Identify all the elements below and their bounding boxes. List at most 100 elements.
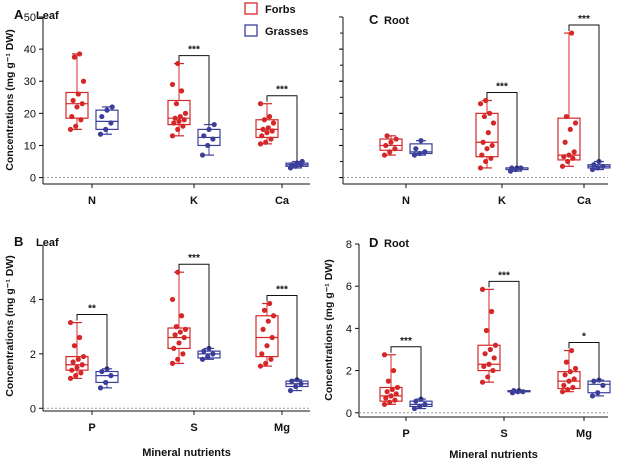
data-point xyxy=(260,126,266,133)
forbs-box-k xyxy=(475,97,499,171)
data-point xyxy=(562,372,568,378)
data-point xyxy=(483,327,489,334)
legend-swatch xyxy=(244,24,258,37)
data-point xyxy=(177,329,183,335)
data-point xyxy=(268,136,274,142)
grasses-box-n xyxy=(95,104,119,137)
data-point xyxy=(169,133,176,139)
data-point xyxy=(490,120,497,126)
significance-bracket-mg: *** xyxy=(266,285,298,380)
significance-label: *** xyxy=(498,270,510,281)
data-point xyxy=(411,405,418,412)
data-point xyxy=(79,101,85,107)
data-point xyxy=(257,141,264,147)
panel-c: C Root N K *** Ca *** xyxy=(339,12,611,207)
significance-bracket-p: *** xyxy=(390,336,422,400)
data-point xyxy=(479,286,486,292)
data-point xyxy=(413,398,419,404)
panel-title: Leaf xyxy=(36,10,59,22)
data-point xyxy=(388,393,394,399)
significance-label: * xyxy=(582,332,586,343)
data-point xyxy=(565,158,571,165)
data-point xyxy=(263,139,269,145)
data-point xyxy=(384,133,390,139)
data-point xyxy=(381,152,388,158)
data-point xyxy=(267,300,273,307)
legend-item-forbs: Forbs xyxy=(244,2,296,16)
data-point xyxy=(298,381,304,387)
data-point xyxy=(569,347,575,354)
bracket-line xyxy=(178,263,210,349)
data-point xyxy=(394,384,401,391)
y-tick-label: 40 xyxy=(24,44,36,56)
bracket-line xyxy=(486,92,518,168)
data-point xyxy=(477,101,484,107)
data-point xyxy=(260,326,266,332)
data-point xyxy=(172,332,178,338)
data-point xyxy=(566,152,572,158)
data-point xyxy=(264,130,270,136)
data-point xyxy=(169,81,176,88)
data-point xyxy=(559,163,566,169)
y-tick-label: 2 xyxy=(30,349,36,361)
legend-item-grasses: Grasses xyxy=(244,24,308,38)
data-point xyxy=(108,373,114,379)
data-point xyxy=(99,113,105,120)
data-point xyxy=(572,365,579,372)
significance-label: *** xyxy=(400,336,412,347)
data-point xyxy=(570,155,576,161)
x-tick-label: K xyxy=(498,195,506,207)
data-point xyxy=(509,165,515,171)
x-tick-label: S xyxy=(500,428,507,440)
significance-label: ** xyxy=(88,304,96,315)
data-point xyxy=(393,136,399,142)
significance-bracket-ca: *** xyxy=(266,85,298,162)
data-point xyxy=(182,110,189,116)
significance-bracket-k: *** xyxy=(178,45,210,125)
data-point xyxy=(483,97,489,104)
data-point xyxy=(511,388,517,394)
significance-bracket-k: *** xyxy=(486,82,518,168)
data-point xyxy=(591,162,597,168)
x-tick-label: S xyxy=(190,422,197,434)
data-point xyxy=(173,324,179,330)
bracket-line xyxy=(568,24,600,162)
data-point xyxy=(74,104,80,110)
significance-bracket-p: ** xyxy=(76,304,108,369)
data-point xyxy=(589,166,596,173)
iqr-box xyxy=(475,112,499,158)
data-point xyxy=(108,120,114,126)
data-point xyxy=(479,379,486,385)
panel-title: Leaf xyxy=(36,237,59,249)
significance-label: *** xyxy=(188,253,200,264)
y-tick-label: 4 xyxy=(30,294,36,306)
data-point xyxy=(259,351,265,357)
data-point xyxy=(263,360,269,366)
grasses-box-ca xyxy=(587,158,611,173)
data-point xyxy=(179,88,185,94)
data-point xyxy=(567,126,573,133)
y-tick-label: 0 xyxy=(346,408,352,420)
iqr-box xyxy=(65,355,89,371)
data-point xyxy=(600,382,606,388)
significance-bracket-s: *** xyxy=(178,253,210,349)
data-point xyxy=(71,54,77,60)
x-tick-label: Ca xyxy=(275,195,290,207)
data-point xyxy=(289,162,295,168)
data-point xyxy=(78,370,84,376)
data-point xyxy=(199,356,206,362)
bracket-line xyxy=(266,295,298,380)
x-tick-label: K xyxy=(190,195,198,207)
data-point xyxy=(70,359,76,365)
data-point xyxy=(418,138,424,144)
panel-label: D xyxy=(369,235,378,250)
data-point xyxy=(520,389,526,395)
y-tick-label: 6 xyxy=(346,281,352,293)
iqr-box xyxy=(95,109,119,131)
panel-a: 0 10 20 30 40 50A Leaf Concentrations (mg g⁻¹ D… xyxy=(4,7,310,207)
forbs-box-mg xyxy=(557,347,581,395)
forbs-box-s xyxy=(477,286,501,385)
data-point xyxy=(422,149,428,155)
data-point xyxy=(566,378,572,384)
iqr-box xyxy=(255,315,279,358)
